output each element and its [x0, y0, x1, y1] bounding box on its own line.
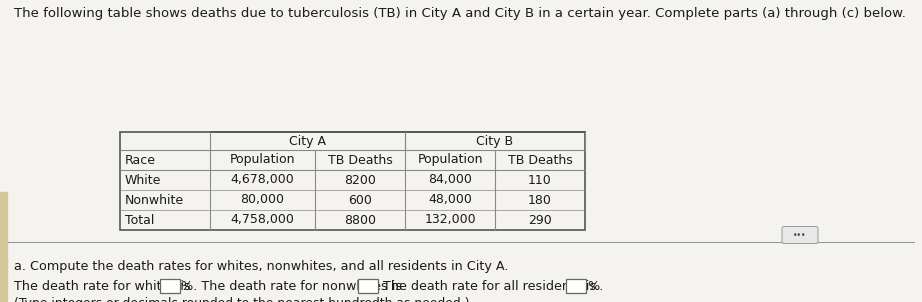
Bar [0, 192, 7, 302]
Text: The following table shows deaths due to tuberculosis (TB) in City A and City B i: The following table shows deaths due to … [14, 7, 906, 20]
Text: TB Deaths: TB Deaths [508, 153, 573, 166]
Bar [566, 279, 586, 293]
Text: 48,000: 48,000 [428, 194, 472, 207]
Text: The death rate for whites is: The death rate for whites is [14, 279, 195, 293]
Text: 110: 110 [528, 174, 552, 187]
Text: City A: City A [289, 134, 326, 147]
Text: Nonwhite: Nonwhite [125, 194, 184, 207]
Text: 8200: 8200 [344, 174, 376, 187]
Text: City B: City B [477, 134, 514, 147]
Text: White: White [125, 174, 161, 187]
Text: Population: Population [230, 153, 295, 166]
Text: 4,678,000: 4,678,000 [230, 174, 294, 187]
Text: a. Compute the death rates for whites, nonwhites, and all residents in City A.: a. Compute the death rates for whites, n… [14, 260, 509, 273]
Bar [359, 279, 378, 293]
Text: Race: Race [125, 153, 156, 166]
Text: 4,758,000: 4,758,000 [230, 214, 294, 226]
Text: 180: 180 [528, 194, 552, 207]
Text: Total: Total [125, 214, 154, 226]
Text: •••: ••• [793, 230, 807, 239]
Text: 8800: 8800 [344, 214, 376, 226]
Text: 132,000: 132,000 [424, 214, 476, 226]
FancyBboxPatch shape [782, 226, 818, 243]
Bar [120, 132, 585, 230]
Text: 290: 290 [528, 214, 552, 226]
Text: 80,000: 80,000 [241, 194, 285, 207]
Text: 84,000: 84,000 [428, 174, 472, 187]
Text: (Type integers or decimals rounded to the nearest hundredth as needed.): (Type integers or decimals rounded to th… [14, 297, 469, 302]
Text: %. The death rate for nonwhites is: %. The death rate for nonwhites is [182, 279, 407, 293]
Text: Population: Population [418, 153, 483, 166]
Bar [160, 279, 181, 293]
Text: TB Deaths: TB Deaths [327, 153, 393, 166]
Text: 600: 600 [349, 194, 372, 207]
Text: %.: %. [587, 279, 603, 293]
Text: The death rate for all residents is: The death rate for all residents is [379, 279, 600, 293]
